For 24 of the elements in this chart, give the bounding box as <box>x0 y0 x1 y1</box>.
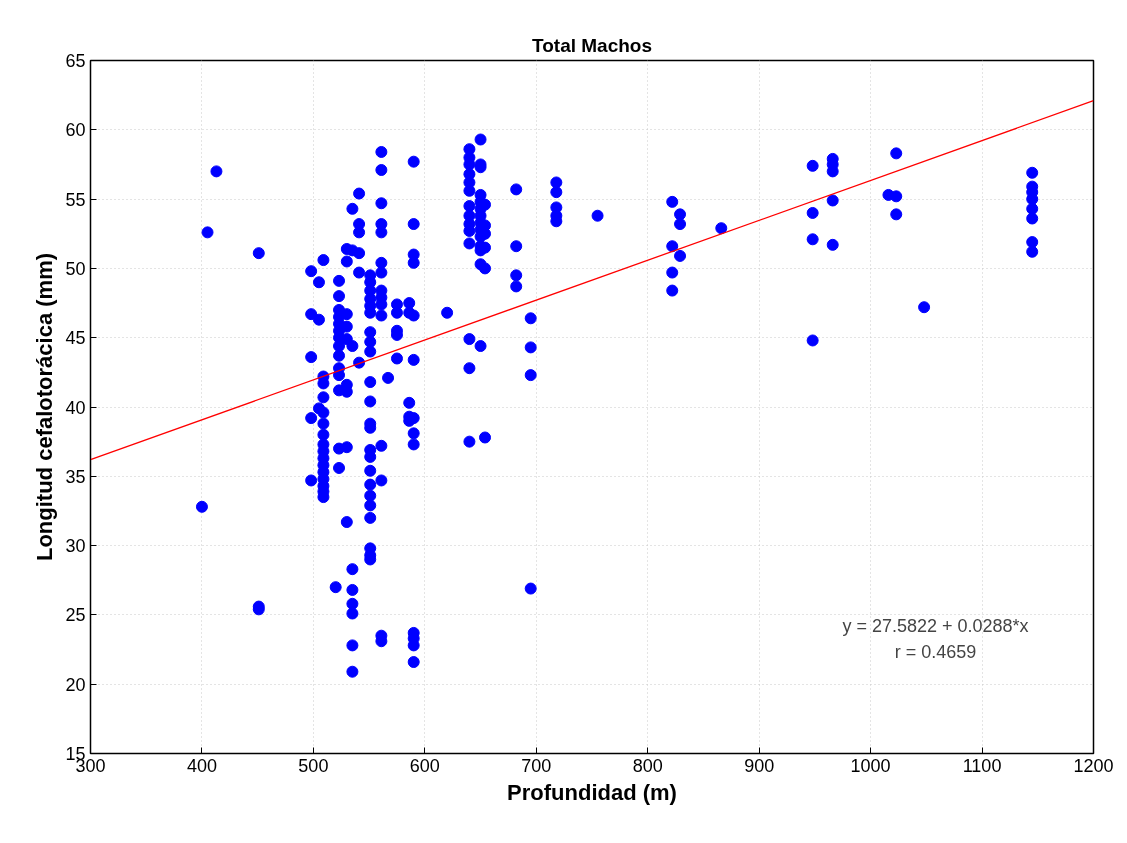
x-tick-label: 1000 <box>850 755 891 776</box>
annotation: r = 0.4659 <box>894 641 977 662</box>
annotation: y = 27.5822 + 0.0288*x <box>842 615 1029 636</box>
x-tick-label: 900 <box>744 755 775 776</box>
x-tick-label: 500 <box>298 755 329 776</box>
x-axis-title: Profundidad (m) <box>507 779 677 805</box>
y-tick-label: 25 <box>65 605 86 626</box>
chart-title: Total Machos <box>532 34 652 56</box>
x-tick-label: 1100 <box>962 755 1002 776</box>
y-tick-label: 35 <box>65 466 86 487</box>
y-tick-label: 45 <box>65 328 86 349</box>
y-tick-label: 20 <box>65 674 86 695</box>
y-tick-label: 50 <box>65 258 86 279</box>
y-tick-label: 60 <box>65 120 86 141</box>
y-tick-label: 65 <box>65 51 86 71</box>
y-axis-title: Longitud cefalotorácica (mm) <box>32 252 58 562</box>
y-tick-label: 30 <box>65 536 86 557</box>
y-tick-label: 55 <box>65 189 86 210</box>
y-tick-label: 40 <box>65 397 86 418</box>
x-tick-label: 700 <box>521 755 552 776</box>
x-tick-label: 800 <box>632 755 663 776</box>
x-tick-label: 1200 <box>1073 755 1114 776</box>
x-tick-label: 600 <box>409 755 440 776</box>
x-tick-label: 400 <box>186 755 217 776</box>
